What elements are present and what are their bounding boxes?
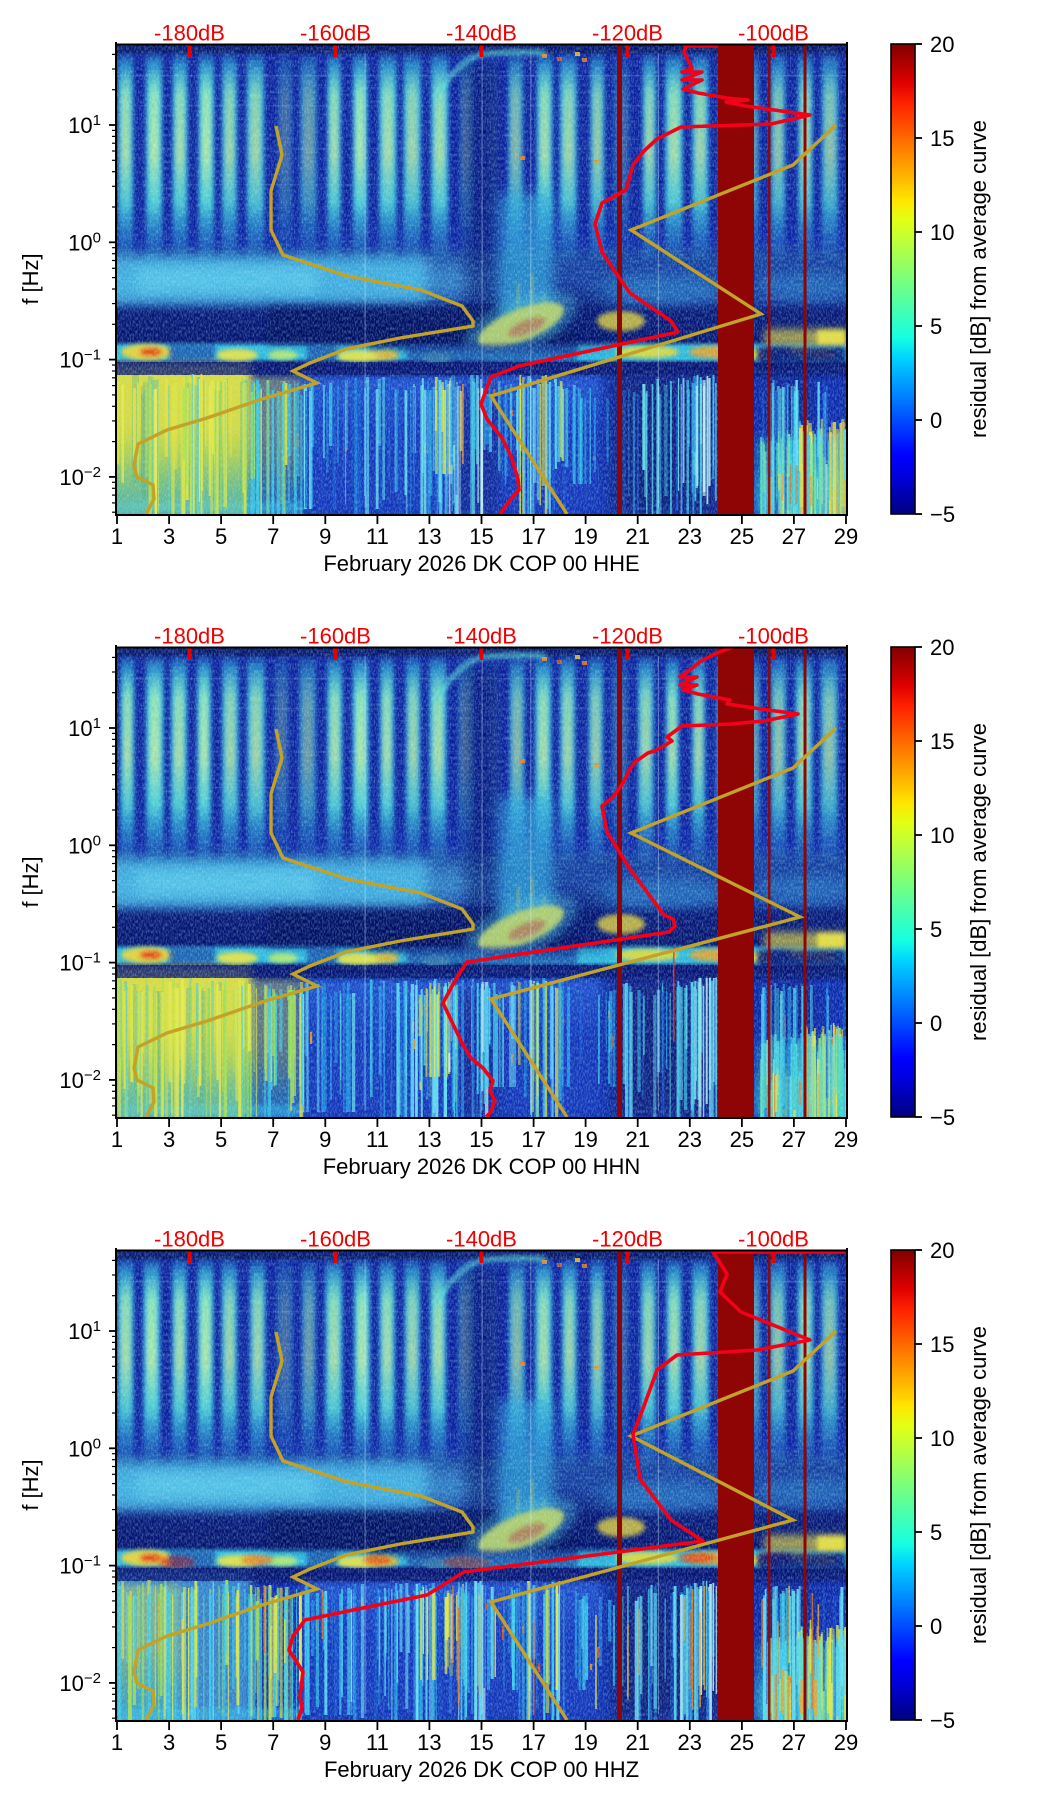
svg-text:15: 15 — [469, 524, 493, 549]
svg-text:-100dB: -100dB — [738, 1227, 809, 1252]
svg-text:3: 3 — [163, 524, 175, 549]
svg-text:-180dB: -180dB — [154, 21, 225, 46]
svg-text:-140dB: -140dB — [446, 21, 517, 46]
svg-text:residual [dB] from average cur: residual [dB] from average curve — [966, 120, 991, 438]
svg-text:-100dB: -100dB — [738, 21, 809, 46]
svg-text:23: 23 — [678, 1127, 702, 1152]
svg-text:1: 1 — [111, 524, 123, 549]
svg-text:21: 21 — [625, 524, 649, 549]
svg-text:25: 25 — [730, 1127, 754, 1152]
svg-text:5: 5 — [930, 917, 942, 942]
svg-text:13: 13 — [417, 524, 441, 549]
svg-text:−5: −5 — [930, 502, 955, 527]
svg-text:0: 0 — [930, 1614, 942, 1639]
svg-text:f [Hz]: f [Hz] — [18, 253, 43, 304]
svg-text:27: 27 — [782, 1127, 806, 1152]
svg-text:1: 1 — [111, 1730, 123, 1755]
svg-text:27: 27 — [782, 1730, 806, 1755]
svg-text:7: 7 — [267, 1730, 279, 1755]
svg-text:-160dB: -160dB — [300, 1227, 371, 1252]
svg-text:11: 11 — [366, 524, 389, 549]
svg-text:29: 29 — [834, 1730, 858, 1755]
svg-text:15: 15 — [930, 1332, 954, 1357]
svg-text:17: 17 — [521, 1730, 545, 1755]
svg-text:19: 19 — [573, 1730, 597, 1755]
svg-text:5: 5 — [215, 1730, 227, 1755]
svg-text:-100dB: -100dB — [738, 624, 809, 649]
svg-text:1: 1 — [111, 1127, 123, 1152]
svg-text:5: 5 — [215, 1127, 227, 1152]
svg-text:10: 10 — [930, 823, 954, 848]
svg-text:5: 5 — [930, 1520, 942, 1545]
svg-text:residual [dB] from average cur: residual [dB] from average curve — [966, 723, 991, 1041]
svg-text:7: 7 — [267, 1127, 279, 1152]
svg-text:11: 11 — [366, 1127, 389, 1152]
svg-text:13: 13 — [417, 1730, 441, 1755]
svg-text:February 2026 DK COP 00 HHZ: February 2026 DK COP 00 HHZ — [324, 1757, 639, 1782]
svg-text:15: 15 — [469, 1127, 493, 1152]
svg-text:5: 5 — [930, 314, 942, 339]
svg-text:9: 9 — [319, 524, 331, 549]
svg-text:February 2026 DK COP 00 HHE: February 2026 DK COP 00 HHE — [323, 551, 639, 576]
svg-text:7: 7 — [267, 524, 279, 549]
svg-text:f [Hz]: f [Hz] — [18, 856, 43, 907]
svg-text:February 2026 DK COP 00 HHN: February 2026 DK COP 00 HHN — [323, 1154, 641, 1179]
svg-text:5: 5 — [215, 524, 227, 549]
svg-text:21: 21 — [625, 1730, 649, 1755]
svg-text:15: 15 — [930, 126, 954, 151]
svg-text:9: 9 — [319, 1730, 331, 1755]
svg-text:23: 23 — [678, 1730, 702, 1755]
svg-text:residual [dB] from average cur: residual [dB] from average curve — [966, 1326, 991, 1644]
svg-text:20: 20 — [930, 635, 954, 660]
svg-text:-180dB: -180dB — [154, 624, 225, 649]
svg-text:25: 25 — [730, 524, 754, 549]
svg-text:−5: −5 — [930, 1105, 955, 1130]
svg-text:20: 20 — [930, 32, 954, 57]
svg-text:10: 10 — [930, 1426, 954, 1451]
svg-text:10: 10 — [930, 220, 954, 245]
svg-text:-160dB: -160dB — [300, 21, 371, 46]
svg-text:0: 0 — [930, 408, 942, 433]
svg-text:-140dB: -140dB — [446, 1227, 517, 1252]
svg-text:15: 15 — [930, 729, 954, 754]
svg-text:-120dB: -120dB — [592, 1227, 663, 1252]
svg-text:-120dB: -120dB — [592, 624, 663, 649]
svg-text:25: 25 — [730, 1730, 754, 1755]
svg-text:3: 3 — [163, 1127, 175, 1152]
svg-text:13: 13 — [417, 1127, 441, 1152]
svg-text:29: 29 — [834, 1127, 858, 1152]
svg-text:17: 17 — [521, 1127, 545, 1152]
svg-text:15: 15 — [469, 1730, 493, 1755]
svg-text:19: 19 — [573, 524, 597, 549]
svg-text:21: 21 — [625, 1127, 649, 1152]
svg-text:27: 27 — [782, 524, 806, 549]
svg-text:9: 9 — [319, 1127, 331, 1152]
svg-text:0: 0 — [930, 1011, 942, 1036]
svg-text:-140dB: -140dB — [446, 624, 517, 649]
svg-text:29: 29 — [834, 524, 858, 549]
svg-text:20: 20 — [930, 1238, 954, 1263]
svg-text:19: 19 — [573, 1127, 597, 1152]
svg-text:-120dB: -120dB — [592, 21, 663, 46]
svg-text:-180dB: -180dB — [154, 1227, 225, 1252]
svg-text:f [Hz]: f [Hz] — [18, 1459, 43, 1510]
svg-text:−5: −5 — [930, 1708, 955, 1733]
svg-text:17: 17 — [521, 524, 545, 549]
svg-text:3: 3 — [163, 1730, 175, 1755]
svg-text:23: 23 — [678, 524, 702, 549]
svg-text:11: 11 — [366, 1730, 389, 1755]
svg-text:-160dB: -160dB — [300, 624, 371, 649]
